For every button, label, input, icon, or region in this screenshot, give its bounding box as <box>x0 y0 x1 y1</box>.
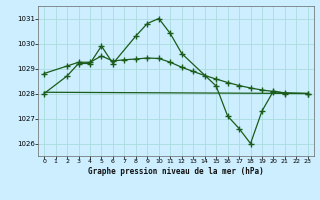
X-axis label: Graphe pression niveau de la mer (hPa): Graphe pression niveau de la mer (hPa) <box>88 167 264 176</box>
